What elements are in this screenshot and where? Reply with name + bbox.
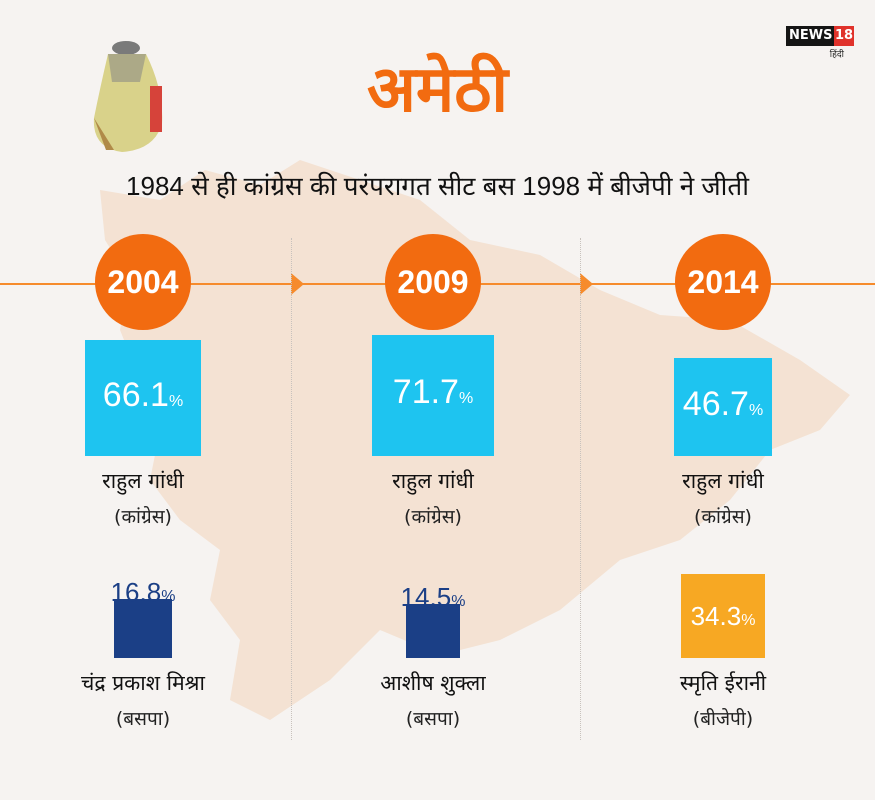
winner-bar xyxy=(372,334,494,456)
party-name: (कांग्रेस) xyxy=(114,506,172,528)
value-label: 71.7% xyxy=(333,373,533,412)
value-number: 14.5 xyxy=(400,581,452,612)
party-name: (कांग्रेस) xyxy=(694,506,752,528)
value-unit: % xyxy=(748,402,764,420)
year-circle: 2004 xyxy=(95,234,191,330)
candidate-name: स्मृति ईरानी xyxy=(679,671,767,695)
value-unit: % xyxy=(161,588,176,606)
column-divider xyxy=(291,238,292,740)
value-unit: % xyxy=(741,611,756,629)
value-label: 34.3% xyxy=(623,601,823,632)
candidate-name: राहुल गांधी xyxy=(392,469,474,493)
value-number: 34.3 xyxy=(690,600,742,631)
value-number: 71.7 xyxy=(392,373,459,412)
party-name: (बीजेपी) xyxy=(692,708,754,730)
value-label: 16.8% xyxy=(43,577,243,608)
party-name: (बसपा) xyxy=(115,708,171,730)
runnerup-bar xyxy=(113,599,173,658)
value-number: 16.8 xyxy=(110,577,162,608)
winner-bar xyxy=(84,339,202,456)
value-unit: % xyxy=(451,592,466,610)
candidate-name: राहुल गांधी xyxy=(102,469,184,493)
timeline-arrow xyxy=(580,273,593,295)
value-unit: % xyxy=(458,390,474,408)
chart-subtitle: 1984 से ही कांग्रेस की परंपरागत सीट बस 1… xyxy=(126,171,749,201)
runnerup-bar xyxy=(405,603,461,658)
candidate-name: आशीष शुक्ला xyxy=(380,671,486,695)
logo-number: 18 xyxy=(834,26,854,46)
value-number: 66.1 xyxy=(102,375,169,414)
candidate-name: राहुल गांधी xyxy=(682,469,764,493)
party-name: (बसपा) xyxy=(405,708,461,730)
candidate-name: चंद्र प्रकाश मिश्रा xyxy=(81,671,205,695)
timeline-arrow xyxy=(291,273,304,295)
year-circle: 2014 xyxy=(675,234,771,330)
value-label: 66.1% xyxy=(43,376,243,415)
party-name: (कांग्रेस) xyxy=(404,506,462,528)
value-label: 14.5% xyxy=(333,582,533,613)
logo-subtext: हिंदी xyxy=(829,50,844,60)
year-circle: 2009 xyxy=(385,234,481,330)
value-unit: % xyxy=(168,392,184,410)
runnerup-bar xyxy=(681,574,765,658)
value-label: 46.7% xyxy=(623,385,823,424)
logo-brand: NEWS xyxy=(786,26,836,46)
value-number: 46.7 xyxy=(682,385,749,424)
news18-logo: NEWS 18 हिंदी xyxy=(786,26,856,60)
chart-title: अमेठी xyxy=(367,53,508,127)
column-divider xyxy=(580,238,581,740)
bag-illustration xyxy=(93,41,163,152)
winner-bar xyxy=(674,358,772,456)
